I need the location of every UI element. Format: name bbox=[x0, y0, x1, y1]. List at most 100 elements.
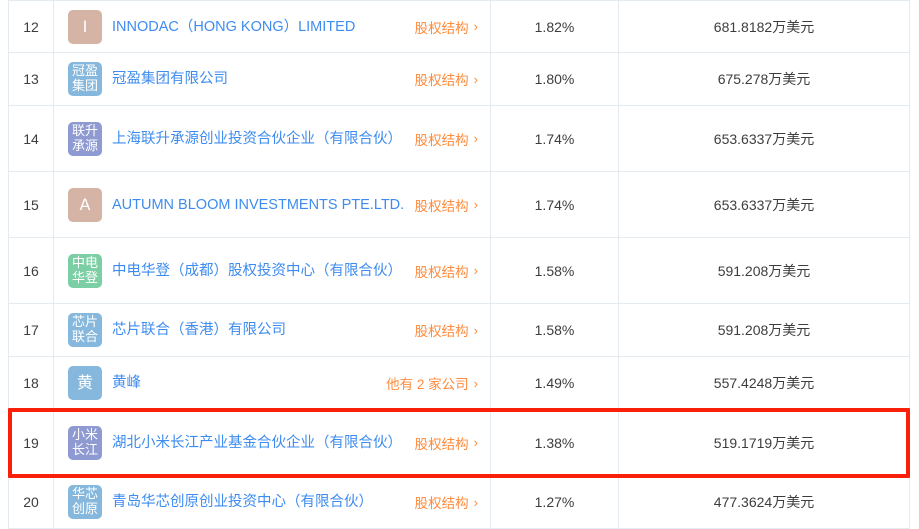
subscribed-capital-cell: 591.208万美元 bbox=[717, 262, 811, 279]
relation-link-label: 股权结构 bbox=[414, 198, 469, 214]
chevron-right-icon: › bbox=[473, 197, 478, 212]
avatar: A bbox=[68, 187, 102, 222]
row-index-cell: 16 bbox=[9, 238, 54, 303]
holding-percent-cell: 1.49% bbox=[491, 357, 619, 409]
row-index-cell: 19 bbox=[9, 410, 54, 475]
relation-link-label: 股权结构 bbox=[414, 436, 469, 452]
relation-link[interactable]: 股权结构 › bbox=[415, 69, 478, 89]
shareholder-name-cell: 华芯 创原 青岛华芯创原创业投资中心（有限合伙） 股权结构 › bbox=[54, 476, 491, 528]
subscribed-capital-cell: 675.278万美元 bbox=[717, 71, 811, 87]
shareholder-name-link[interactable]: 湖北小米长江产业基金合伙企业（有限合伙） bbox=[112, 434, 402, 451]
avatar-line: 华登 bbox=[71, 270, 98, 286]
chevron-right-icon: › bbox=[473, 322, 478, 338]
table-row[interactable]: 12 I INNODAC（HONG KONG）LIMITED 股权结构 › 1.82% 68… bbox=[9, 0, 909, 53]
avatar: I bbox=[68, 9, 102, 44]
row-index-cell: 18 bbox=[9, 357, 54, 409]
avatar: 联升 承源 bbox=[68, 121, 102, 156]
shareholder-name-link[interactable]: 上海联升承源创业投资合伙企业（有限合伙） bbox=[112, 130, 402, 147]
avatar: 黄 bbox=[68, 366, 102, 400]
relation-link[interactable]: 股权结构 › bbox=[415, 492, 478, 512]
relation-link[interactable]: 股权结构 › bbox=[415, 320, 478, 340]
table-row[interactable]: 15 A AUTUMN BLOOM INVESTMENTS PTE.LTD. 股权结构… bbox=[9, 172, 909, 238]
avatar-line: 小米 bbox=[71, 427, 98, 443]
relation-link-label: 股权结构 bbox=[414, 20, 469, 36]
avatar: 华芯 创原 bbox=[68, 485, 102, 519]
shareholder-name-cell: 联升 承源 上海联升承源创业投资合伙企业（有限合伙） 股权结构 › bbox=[54, 106, 491, 171]
row-index-cell: 17 bbox=[9, 304, 54, 356]
avatar-line: 黄 bbox=[76, 373, 93, 392]
shareholder-name-link[interactable]: AUTUMN BLOOM INVESTMENTS PTE.LTD. bbox=[112, 196, 405, 213]
avatar-line: 华芯 bbox=[71, 487, 98, 502]
avatar-line: 联合 bbox=[71, 330, 98, 345]
subscribed-capital-cell: 653.6337万美元 bbox=[713, 196, 815, 213]
avatar-line: 芯片 bbox=[71, 315, 98, 330]
row-index-cell: 13 bbox=[9, 53, 54, 105]
table-row[interactable]: 13 冠盈 集团 冠盈集团有限公司 股权结构 › 1.80% 675.278万美元 bbox=[9, 53, 909, 106]
avatar-line: 联升 bbox=[71, 123, 98, 139]
shareholder-name-link[interactable]: 青岛华芯创原创业投资中心（有限合伙） bbox=[112, 494, 373, 510]
avatar-line: I bbox=[82, 16, 88, 36]
relation-link[interactable]: 他有 2 家公司 › bbox=[386, 373, 478, 393]
relation-link-label: 股权结构 bbox=[414, 324, 469, 339]
shareholder-name-cell: 冠盈 集团 冠盈集团有限公司 股权结构 › bbox=[54, 53, 491, 105]
avatar-line: A bbox=[79, 194, 91, 214]
holding-percent-cell: 1.58% bbox=[491, 304, 619, 356]
holding-percent-cell: 1.74% bbox=[491, 172, 619, 237]
avatar: 小米 长江 bbox=[68, 425, 102, 460]
chevron-right-icon: › bbox=[473, 131, 478, 146]
avatar-line: 创原 bbox=[71, 502, 98, 517]
subscribed-capital-cell: 681.8182万美元 bbox=[713, 18, 815, 35]
table-row[interactable]: 17 芯片 联合 芯片联合（香港）有限公司 股权结构 › 1.58% 591.208万美元 bbox=[9, 304, 909, 357]
table-row[interactable]: 19 小米 长江 湖北小米长江产业基金合伙企业（有限合伙） 股权结构 › 1.38% 519.… bbox=[9, 410, 909, 476]
avatar-line: 集团 bbox=[71, 79, 98, 94]
relation-link[interactable]: 股权结构 › bbox=[415, 433, 478, 453]
shareholder-name-link[interactable]: 芯片联合（香港）有限公司 bbox=[112, 322, 286, 338]
holding-percent-cell: 1.74% bbox=[491, 106, 619, 171]
subscribed-capital-cell: 557.4248万美元 bbox=[713, 375, 815, 391]
relation-link-label: 股权结构 bbox=[414, 73, 469, 88]
shareholder-name-link[interactable]: INNODAC（HONG KONG）LIMITED bbox=[112, 18, 356, 35]
shareholder-name-cell: 芯片 联合 芯片联合（香港）有限公司 股权结构 › bbox=[54, 304, 491, 356]
chevron-right-icon: › bbox=[473, 494, 478, 510]
shareholder-name-cell: 小米 长江 湖北小米长江产业基金合伙企业（有限合伙） 股权结构 › bbox=[54, 410, 491, 475]
row-index-cell: 14 bbox=[9, 106, 54, 171]
relation-link[interactable]: 股权结构 › bbox=[415, 17, 478, 37]
holding-percent-cell: 1.58% bbox=[491, 238, 619, 303]
relation-link[interactable]: 股权结构 › bbox=[415, 195, 478, 215]
holding-percent-cell: 1.38% bbox=[491, 410, 619, 475]
row-index-cell: 12 bbox=[9, 1, 54, 52]
relation-link-label: 股权结构 bbox=[414, 496, 469, 511]
chevron-right-icon: › bbox=[473, 435, 478, 450]
avatar: 冠盈 集团 bbox=[68, 62, 102, 96]
shareholder-name-link[interactable]: 黄峰 bbox=[112, 375, 141, 391]
shareholder-name-cell: I INNODAC（HONG KONG）LIMITED 股权结构 › bbox=[54, 1, 491, 52]
relation-link-label: 股权结构 bbox=[414, 132, 469, 148]
table-row[interactable]: 20 华芯 创原 青岛华芯创原创业投资中心（有限合伙） 股权结构 › 1.27% 477.36… bbox=[9, 476, 909, 529]
table-row[interactable]: 18 黄 黄峰 他有 2 家公司 › 1.49% 557.4248万美元 bbox=[9, 357, 909, 410]
avatar-line: 承源 bbox=[71, 138, 98, 154]
avatar-line: 冠盈 bbox=[71, 64, 98, 79]
shareholder-name-link[interactable]: 冠盈集团有限公司 bbox=[112, 71, 228, 87]
shareholder-name-cell: A AUTUMN BLOOM INVESTMENTS PTE.LTD. 股权结构 › bbox=[54, 172, 491, 237]
holding-percent-cell: 1.80% bbox=[491, 53, 619, 105]
table-row[interactable]: 14 联升 承源 上海联升承源创业投资合伙企业（有限合伙） 股权结构 › 1.74% 653.… bbox=[9, 106, 909, 172]
chevron-right-icon: › bbox=[473, 263, 478, 278]
chevron-right-icon: › bbox=[473, 375, 478, 391]
row-index-cell: 15 bbox=[9, 172, 54, 237]
relation-link-label: 股权结构 bbox=[414, 264, 469, 280]
row-index-cell: 20 bbox=[9, 476, 54, 528]
shareholder-name-link[interactable]: 中电华登（成都）股权投资中心（有限合伙） bbox=[112, 262, 402, 279]
relation-link[interactable]: 股权结构 › bbox=[415, 129, 478, 149]
shareholder-name-cell: 中电 华登 中电华登（成都）股权投资中心（有限合伙） 股权结构 › bbox=[54, 238, 491, 303]
holding-percent-cell: 1.27% bbox=[491, 476, 619, 528]
subscribed-capital-cell: 477.3624万美元 bbox=[713, 494, 815, 510]
chevron-right-icon: › bbox=[473, 71, 478, 87]
holding-percent-cell: 1.82% bbox=[491, 1, 619, 52]
shareholder-name-cell: 黄 黄峰 他有 2 家公司 › bbox=[54, 357, 491, 409]
avatar: 中电 华登 bbox=[68, 253, 102, 288]
avatar: 芯片 联合 bbox=[68, 313, 102, 347]
avatar-line: 长江 bbox=[71, 442, 98, 458]
table-row[interactable]: 16 中电 华登 中电华登（成都）股权投资中心（有限合伙） 股权结构 › 1.58% 591.… bbox=[9, 238, 909, 304]
relation-link[interactable]: 股权结构 › bbox=[415, 261, 478, 281]
